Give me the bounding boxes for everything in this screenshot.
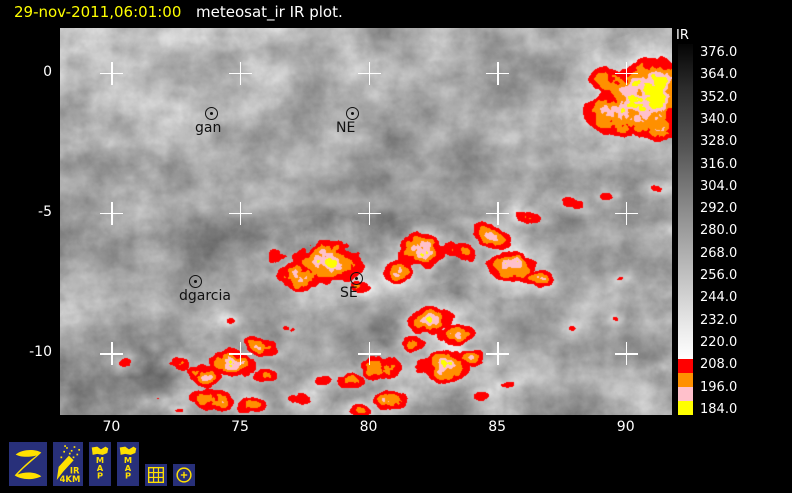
zoom-button[interactable] [172, 463, 196, 487]
grid-3x3-icon [147, 466, 165, 484]
satellite-ir-canvas[interactable] [60, 28, 672, 415]
ir4km-button[interactable]: IR 4KM [52, 441, 84, 487]
colorbar-band-orange [678, 373, 693, 387]
timestamp-label: 29-nov-2011,06:01:00 [14, 3, 182, 21]
map-outline-icon: MAP [119, 446, 137, 481]
x-tick-1: 75 [231, 419, 249, 435]
station-label: gan [195, 120, 222, 136]
colorbar-band-pink [678, 387, 693, 401]
svg-text:A: A [97, 463, 104, 473]
station-dot-icon [189, 275, 202, 288]
colorbar-band-yellow [678, 401, 693, 415]
svg-text:A: A [125, 463, 132, 473]
station-dot-icon [350, 272, 363, 285]
colorbar-gradient-segment [678, 44, 693, 359]
satellite-image-plot[interactable]: gan NE dgarcia SE [60, 28, 672, 415]
title-bar: 29-nov-2011,06:01:00 meteosat_ir IR plot… [0, 0, 792, 26]
colorbar-tick-9: 268.0 [700, 245, 738, 261]
grid-button[interactable] [144, 463, 168, 487]
x-tick-2: 80 [359, 419, 378, 435]
y-tick-0: 0 [43, 63, 52, 80]
colorbar-title: IR [676, 28, 689, 43]
svg-text:P: P [97, 471, 103, 481]
station-label: dgarcia [179, 288, 231, 304]
colorbar-tick-7: 292.0 [700, 201, 738, 217]
colorbar-tick-13: 220.0 [700, 334, 738, 350]
y-tick-1: -5 [38, 204, 52, 221]
map-outline-icon: MAP [91, 446, 109, 481]
colorbar-tick-12: 232.0 [700, 312, 738, 328]
colorbar-tick-6: 304.0 [700, 178, 738, 194]
station-label: NE [336, 120, 356, 136]
logo-button[interactable] [8, 441, 48, 487]
colorbar-tick-2: 352.0 [700, 89, 738, 105]
x-tick-0: 70 [102, 419, 121, 435]
station-dot-icon [205, 107, 218, 120]
svg-text:P: P [125, 471, 131, 481]
svg-text:4KM: 4KM [60, 474, 81, 484]
colorbar-tick-5: 316.0 [700, 156, 738, 172]
svg-text:M: M [124, 455, 132, 465]
colorbar-tick-4: 328.0 [700, 134, 738, 150]
circle-plus-icon [176, 467, 192, 483]
x-tick-4: 90 [616, 419, 635, 435]
y-tick-2: -10 [29, 344, 52, 361]
colorbar-band-red [678, 359, 693, 373]
z-logo-icon [14, 449, 42, 480]
svg-text:IR: IR [70, 465, 80, 475]
colorbar-tick-8: 280.0 [700, 223, 738, 239]
page-title: meteosat_ir IR plot. [196, 3, 343, 21]
station-dot-icon [346, 107, 359, 120]
colorbar-tick-10: 256.0 [700, 268, 738, 283]
colorbar-strip[interactable] [678, 44, 693, 415]
station-label: SE [340, 285, 358, 301]
colorbar-tick-3: 340.0 [700, 111, 738, 127]
colorbar-tick-1: 364.0 [700, 67, 738, 83]
x-tick-3: 85 [488, 419, 507, 435]
colorbar-tick-14: 208.0 [700, 357, 738, 373]
colorbar-tick-15: 196.0 [700, 379, 738, 395]
svg-text:M: M [96, 455, 104, 465]
colorbar-tick-16: 184.0 [700, 401, 738, 417]
colorbar-tick-11: 244.0 [700, 290, 738, 306]
colorbar-tick-0: 376.0 [700, 45, 738, 60]
